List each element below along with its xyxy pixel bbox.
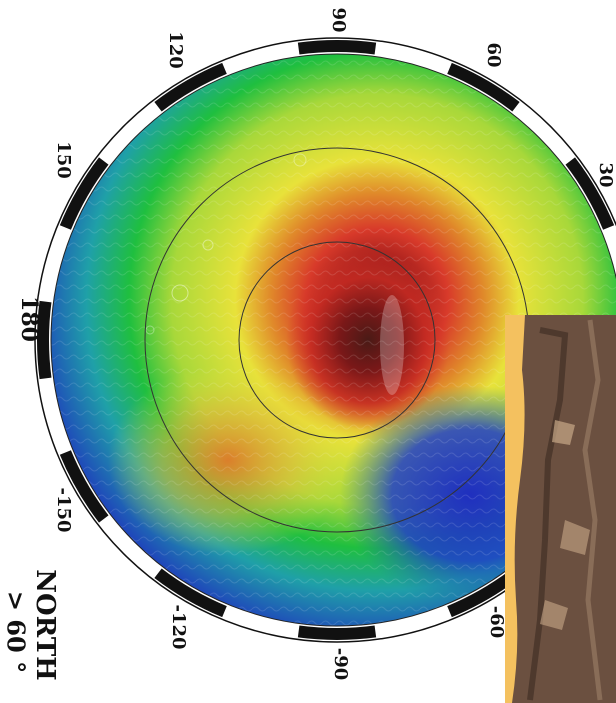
latitude-label: > 60 °: [2, 591, 31, 673]
inset-photo: [505, 315, 616, 703]
graticule-tick: [447, 62, 520, 112]
lon-label-150: 150: [53, 141, 74, 179]
graticule-tick: [154, 62, 227, 112]
lon-label-30: 30: [595, 162, 616, 187]
lon-label-minus120: -120: [168, 604, 189, 649]
graticule-tick: [59, 157, 109, 230]
graticule-tick: [37, 300, 52, 380]
elevation-disc: [51, 54, 616, 626]
lon-label-60: 60: [483, 42, 504, 67]
graticule-tick: [154, 568, 227, 618]
lon-label-120: 120: [165, 31, 186, 69]
lon-label-minus90: -90: [330, 648, 351, 681]
graticule-tick: [565, 157, 615, 230]
lon-label-90: 90: [328, 7, 349, 32]
hemisphere-label: NORTH: [30, 569, 60, 680]
lon-label-minus60: -60: [486, 606, 507, 639]
graticule-tick: [297, 625, 377, 640]
lon-label-180: 180: [16, 296, 42, 342]
graticule-tick: [59, 450, 109, 523]
graticule-tick: [447, 568, 520, 618]
latitude-circle-80: [238, 241, 436, 439]
lon-label-minus150: -150: [53, 487, 74, 532]
graticule-tick: [297, 39, 377, 55]
